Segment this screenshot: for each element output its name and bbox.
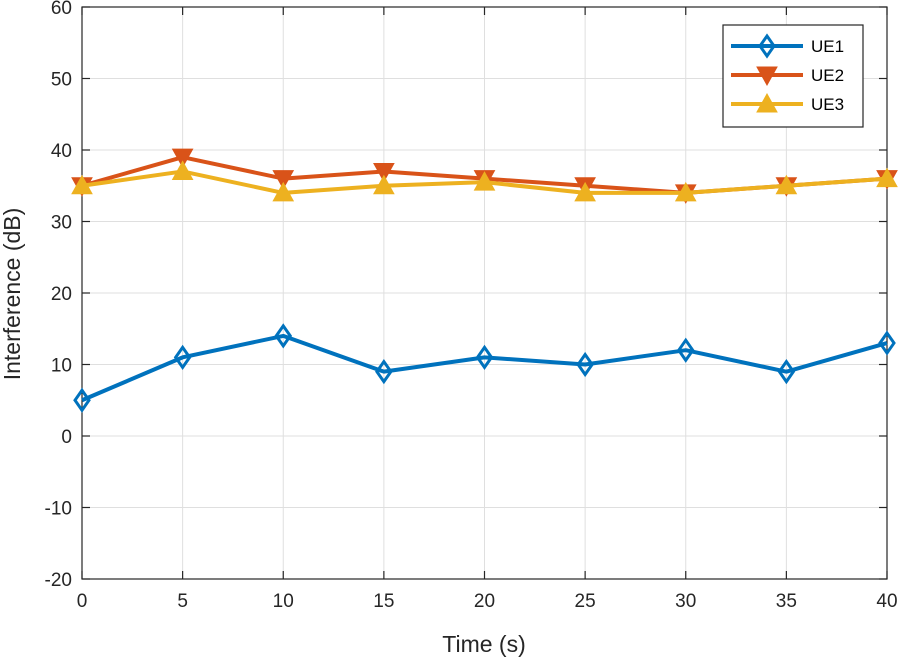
- legend-marker: [758, 33, 776, 59]
- legend-item: UE1: [731, 33, 844, 59]
- data-point-ue1: [676, 337, 695, 363]
- x-tick-label: 5: [177, 591, 188, 612]
- legend-item: UE2: [731, 66, 844, 87]
- series-line-ue1: [81, 333, 888, 403]
- data-point-ue2: [373, 162, 395, 183]
- data-point-ue1: [375, 359, 393, 385]
- data-point-ue3: [574, 181, 596, 202]
- data-point-ue3: [373, 174, 395, 195]
- y-tick-label: -20: [45, 570, 72, 591]
- y-tick-label: 50: [51, 70, 72, 91]
- legend-label: UE2: [811, 66, 844, 85]
- data-point-ue1: [73, 387, 91, 413]
- data-point-ue3: [674, 181, 697, 202]
- y-tick-label: 20: [51, 284, 72, 305]
- y-tick-label: -10: [45, 499, 72, 520]
- y-tick-label: 30: [51, 213, 72, 234]
- data-point-ue2: [272, 170, 295, 190]
- x-tick-label: 15: [373, 591, 394, 612]
- series-ue1: [73, 323, 896, 413]
- data-point-ue1: [475, 344, 494, 370]
- data-point-ue3: [876, 167, 898, 188]
- y-tick-label: 40: [51, 141, 72, 162]
- x-axis-title: Time (s): [442, 631, 525, 657]
- data-point-ue1: [777, 359, 796, 385]
- y-tick-label: 10: [51, 356, 72, 377]
- legend-label: UE3: [811, 95, 844, 114]
- data-point-ue3: [473, 171, 496, 191]
- data-point-ue3: [71, 174, 93, 195]
- legend-marker: [756, 66, 778, 87]
- data-point-ue3: [775, 174, 798, 195]
- plot-series: [71, 148, 898, 413]
- y-axis-title: Interference (dB): [0, 208, 25, 381]
- legend-label: UE1: [811, 37, 844, 56]
- axes: 0 5 10 15 20 25 30 35 40 -20 -10 0 10 20 30 40 50 60: [45, 0, 898, 612]
- x-tick-label: 30: [675, 591, 696, 612]
- x-tick-label: 0: [77, 591, 88, 612]
- data-point-ue2: [171, 148, 194, 169]
- data-point-ue1: [274, 323, 293, 349]
- y-tick-label: 60: [51, 0, 72, 19]
- x-tick-label: 10: [273, 591, 294, 612]
- data-point-ue3: [171, 160, 194, 180]
- legend-item: UE3: [731, 92, 844, 114]
- data-point-ue1: [173, 344, 192, 370]
- series-ue3: [71, 160, 898, 202]
- data-point-ue1: [878, 330, 896, 356]
- x-tick-label: 25: [575, 591, 596, 612]
- data-point-ue1: [576, 351, 594, 378]
- x-tick-label: 20: [474, 591, 495, 612]
- legend-marker: [756, 92, 778, 113]
- data-point-ue3: [272, 181, 295, 202]
- x-tick-label: 40: [876, 591, 897, 612]
- legend: UE1 UE2 UE3: [722, 24, 864, 128]
- x-tick-label: 35: [776, 591, 797, 612]
- y-tick-label: 0: [61, 427, 72, 448]
